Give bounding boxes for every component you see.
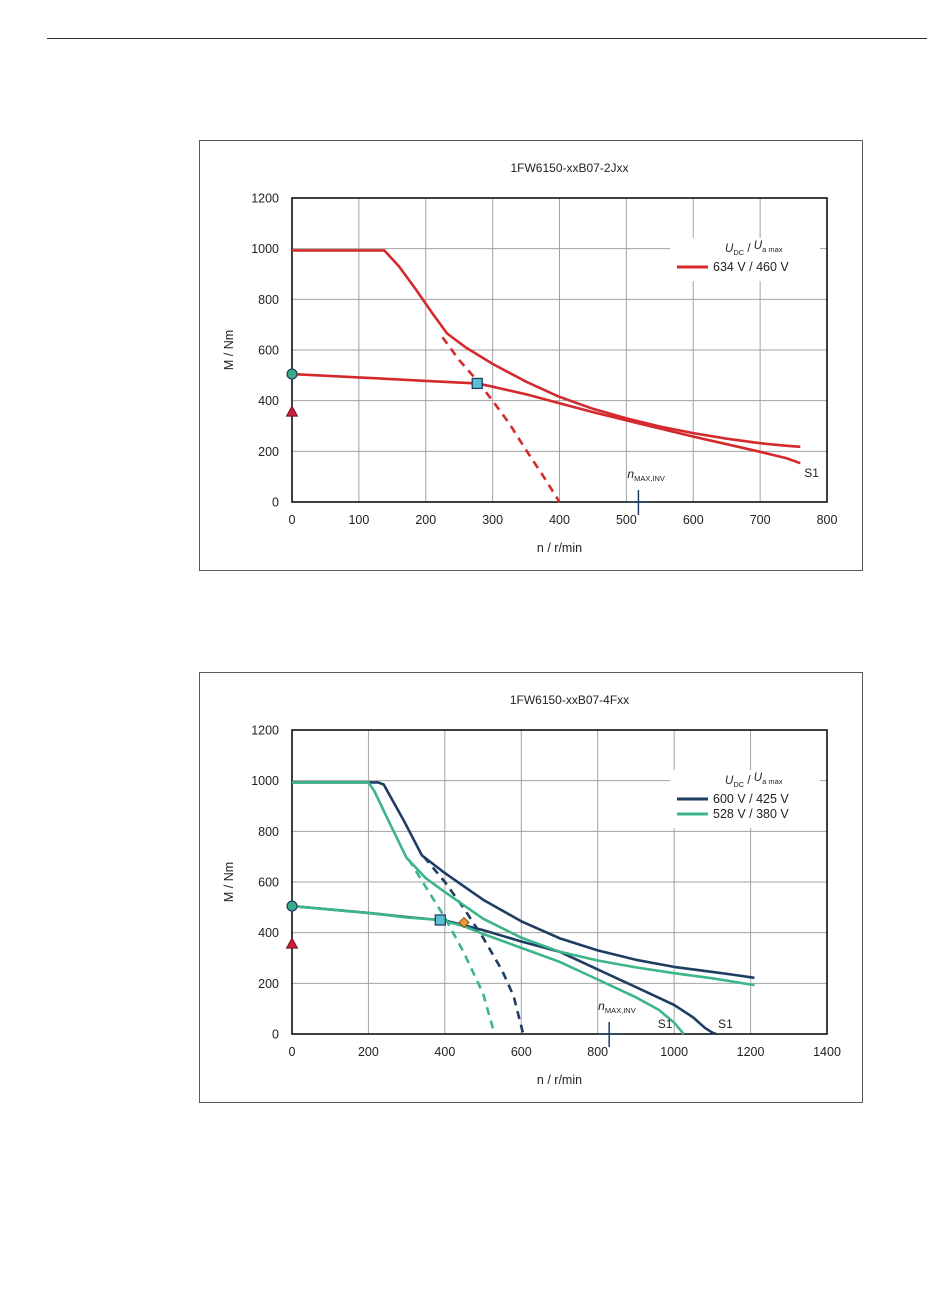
x-tick-label: 500: [616, 513, 637, 527]
marker-square: [434, 914, 446, 926]
legend-header-sep: /: [744, 243, 754, 255]
y-tick-label: 1000: [251, 774, 279, 788]
x-tick-label: 0: [289, 1045, 296, 1059]
x-tick-label: 800: [817, 513, 838, 527]
series-line: [292, 249, 801, 449]
legend-header-sep: /: [744, 775, 754, 787]
series-line: [292, 781, 755, 987]
x-tick-label: 1200: [737, 1045, 765, 1059]
series-line-dashed: [441, 336, 561, 503]
x-tick-label: 400: [434, 1045, 455, 1059]
legend-header-u2: U: [754, 772, 763, 784]
torque-speed-chart-2jxx: 1FW6150-xxB07-2Jxx 0 100 200 300 400 500 600 700…: [199, 140, 863, 571]
legend-entry: 600 V / 425 V: [713, 792, 789, 806]
y-tick-label: 600: [258, 344, 279, 358]
x-tick-label: 100: [348, 513, 369, 527]
y-tick-label: 200: [258, 977, 279, 991]
x-tick-label: 0: [289, 513, 296, 527]
s1-label: S1: [658, 1017, 673, 1031]
x-tick-label: 200: [415, 513, 436, 527]
marker-square: [471, 377, 483, 390]
y-tick-label: 800: [258, 293, 279, 307]
series-line: [292, 781, 755, 980]
series-line-dashed: [407, 858, 496, 1035]
x-tick-label: 700: [750, 513, 771, 527]
marker-circle: [286, 368, 298, 380]
y-tick-label: 1200: [251, 192, 279, 206]
x-axis-label: n / r/min: [537, 1073, 582, 1087]
marker-diamond: [458, 916, 470, 929]
x-tick-label: 400: [549, 513, 570, 527]
x-tick-label: 600: [683, 513, 704, 527]
legend-header-s2: a max: [762, 245, 783, 254]
series-line: [291, 372, 801, 465]
legend-header-u1: U: [725, 243, 734, 255]
marker-triangle: [285, 937, 299, 949]
y-tick-label: 400: [258, 394, 279, 408]
legend-header-s1: DC: [733, 248, 744, 257]
n-max-inv-label: nMAX,INV: [598, 999, 636, 1015]
x-tick-label: 600: [511, 1045, 532, 1059]
page-top-rule: [47, 38, 927, 39]
x-tick-label: 1400: [813, 1045, 841, 1059]
x-tick-label: 300: [482, 513, 503, 527]
legend-header-s1: DC: [733, 780, 744, 789]
legend-header: UDC / Ua max: [725, 772, 783, 789]
s1-label: S1: [718, 1017, 733, 1031]
n-max-inv-label: nMAX,INV: [627, 467, 665, 483]
torque-speed-chart-4fxx: 1FW6150-xxB07-4Fxx 0 200 400 600 800 1000 1200 1…: [199, 672, 863, 1103]
y-tick-label: 200: [258, 445, 279, 459]
x-tick-label: 1000: [660, 1045, 688, 1059]
n-max-inv-main: n: [627, 467, 634, 481]
legend-header-u2: U: [754, 240, 763, 252]
legend-header-u1: U: [725, 775, 734, 787]
n-max-inv-sub: MAX,INV: [605, 1006, 636, 1015]
marker-triangle: [285, 405, 299, 417]
y-tick-label: 1000: [251, 242, 279, 256]
y-axis-label: M / Nm: [222, 330, 236, 370]
legend-entry: 528 V / 380 V: [713, 807, 789, 821]
legend-entry: 634 V / 460 V: [713, 260, 789, 274]
y-tick-label: 800: [258, 825, 279, 839]
y-tick-label: 0: [272, 496, 279, 510]
y-tick-label: 0: [272, 1028, 279, 1042]
legend-box: [670, 238, 820, 281]
legend-header-s2: a max: [762, 777, 783, 786]
chart-svg-2jxx: 1FW6150-xxB07-2Jxx 0 100 200 300 400 500 600 700…: [222, 161, 838, 555]
x-tick-label: 200: [358, 1045, 379, 1059]
x-tick-label: 800: [587, 1045, 608, 1059]
y-tick-label: 400: [258, 926, 279, 940]
series-line: [291, 904, 685, 1035]
marker-circle: [286, 900, 298, 912]
n-max-inv-sub: MAX,INV: [634, 474, 665, 483]
legend-header: UDC / Ua max: [725, 240, 783, 257]
n-max-inv-main: n: [598, 999, 605, 1013]
y-axis-label: M / Nm: [222, 862, 236, 902]
y-tick-label: 600: [258, 876, 279, 890]
plot-frame: [291, 729, 828, 1035]
chart-svg-4fxx: 1FW6150-xxB07-4Fxx 0 200 400 600 800 1000 1200 1…: [222, 693, 841, 1087]
chart-title: 1FW6150-xxB07-2Jxx: [510, 161, 628, 175]
s1-label: S1: [804, 466, 819, 480]
x-axis-label: n / r/min: [537, 541, 582, 555]
y-tick-label: 1200: [251, 724, 279, 738]
chart-title: 1FW6150-xxB07-4Fxx: [510, 693, 629, 707]
series-line-dashed: [422, 855, 525, 1035]
